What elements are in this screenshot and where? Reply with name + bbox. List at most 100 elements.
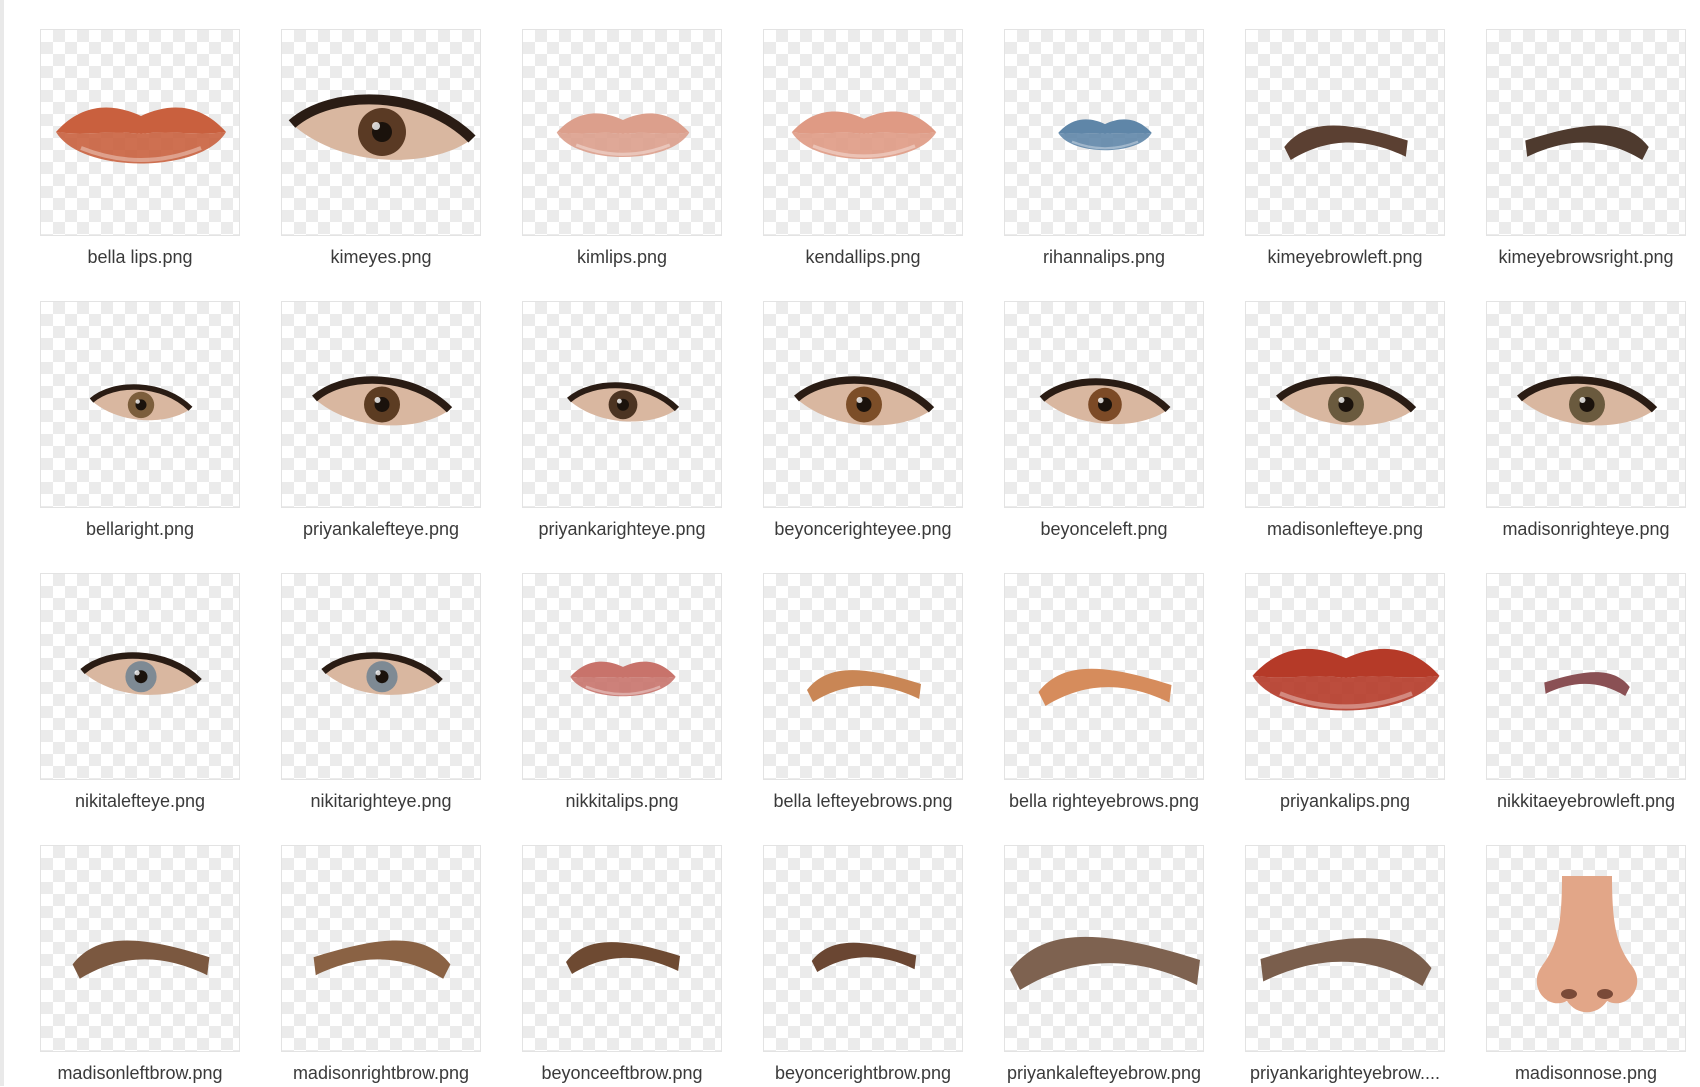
file-tile[interactable]: nikkitalips.png [486, 544, 727, 815]
file-thumbnail[interactable] [522, 29, 722, 236]
file-name[interactable]: bella lefteyebrows.png [773, 791, 953, 811]
file-thumbnail[interactable] [40, 845, 240, 1052]
file-thumbnail[interactable] [281, 573, 481, 780]
file-tile[interactable]: bella righteyebrows.png [968, 544, 1209, 815]
file-tile[interactable]: priyankarighteye.png [486, 272, 727, 543]
file-thumbnail[interactable] [281, 845, 481, 1052]
file-tile[interactable]: madisonrightbrow.png [245, 816, 486, 1087]
file-thumbnail[interactable] [1004, 29, 1204, 236]
file-thumbnail[interactable] [1245, 573, 1445, 780]
file-tile[interactable]: priyankalefteye.png [245, 272, 486, 543]
file-thumbnail[interactable] [1486, 301, 1686, 508]
file-thumbnail[interactable] [40, 29, 240, 236]
eye-icon [80, 652, 202, 695]
file-thumbnail[interactable] [763, 573, 963, 780]
file-tile[interactable]: nikkitaeyebrowleft.png [1450, 544, 1691, 815]
file-tile[interactable]: bellaright.png [4, 272, 245, 543]
file-name[interactable]: bella lips.png [87, 247, 193, 267]
file-tile[interactable]: beyonceleft.png [968, 272, 1209, 543]
file-tile[interactable]: kimlips.png [486, 0, 727, 271]
file-thumbnail[interactable] [1245, 301, 1445, 508]
file-tile[interactable]: bella lefteyebrows.png [727, 544, 968, 815]
file-tile[interactable]: madisonleftbrow.png [4, 816, 245, 1087]
file-tile[interactable]: priyankarighteyebrow.... [1209, 816, 1450, 1087]
file-tile[interactable]: kimeyes.png [245, 0, 486, 271]
file-name[interactable]: nikkitalips.png [565, 791, 679, 811]
eyebrow-icon [1260, 938, 1432, 986]
file-thumbnail[interactable] [763, 845, 963, 1052]
eyebrow-icon [313, 940, 451, 979]
file-name[interactable]: priyankarighteyebrow.... [1249, 1063, 1441, 1083]
eyebrow-icon [1038, 668, 1172, 706]
file-thumbnail[interactable] [1486, 573, 1686, 780]
file-name[interactable]: kimeyes.png [330, 247, 432, 267]
file-thumbnail[interactable] [522, 573, 722, 780]
file-name[interactable]: beyoncerightbrow.png [774, 1063, 952, 1083]
file-name[interactable]: madisonrighteye.png [1502, 519, 1670, 539]
file-thumbnail[interactable] [1004, 845, 1204, 1052]
eye-icon [89, 384, 193, 421]
file-tile[interactable]: beyonceeftbrow.png [486, 816, 727, 1087]
file-name[interactable]: kimeyebrowleft.png [1267, 247, 1423, 267]
file-thumbnail[interactable] [522, 845, 722, 1052]
file-tile[interactable]: kendallips.png [727, 0, 968, 271]
file-tile[interactable]: kimeyebrowleft.png [1209, 0, 1450, 271]
file-tile[interactable]: madisonrighteye.png [1450, 272, 1691, 543]
file-thumbnail[interactable] [1004, 301, 1204, 508]
file-name[interactable]: nikitalefteye.png [74, 791, 206, 811]
file-name[interactable]: priyankalips.png [1279, 791, 1411, 811]
eye-icon [1276, 376, 1417, 426]
file-name[interactable]: kimeyebrowsright.png [1498, 247, 1674, 267]
eye-icon [794, 376, 935, 426]
file-tile[interactable]: priyankalefteyebrow.png [968, 816, 1209, 1087]
file-name[interactable]: madisonlefteye.png [1266, 519, 1424, 539]
file-name[interactable]: madisonleftbrow.png [57, 1063, 223, 1083]
file-thumbnail[interactable] [1004, 573, 1204, 780]
file-tile[interactable]: nikitarighteye.png [245, 544, 486, 815]
eye-icon [1517, 376, 1658, 426]
file-thumbnail[interactable] [40, 573, 240, 780]
file-name[interactable]: madisonnose.png [1514, 1063, 1658, 1083]
file-name[interactable]: beyoncerighteyee.png [774, 519, 952, 539]
file-name[interactable]: nikkitaeyebrowleft.png [1496, 791, 1676, 811]
file-name[interactable]: priyankalefteyebrow.png [1006, 1063, 1202, 1083]
lips-icon [1252, 648, 1440, 711]
file-name[interactable]: priyankarighteye.png [538, 519, 706, 539]
eyebrow-icon [72, 940, 210, 979]
file-name[interactable]: nikitarighteye.png [310, 791, 452, 811]
file-thumbnail[interactable] [281, 29, 481, 236]
file-name[interactable]: kimlips.png [576, 247, 668, 267]
file-name[interactable]: bellaright.png [85, 519, 195, 539]
file-thumbnail[interactable] [1486, 29, 1686, 236]
file-tile[interactable]: madisonnose.png [1450, 816, 1691, 1087]
file-thumbnail[interactable] [1245, 845, 1445, 1052]
file-tile[interactable]: priyankalips.png [1209, 544, 1450, 815]
file-name[interactable]: beyonceeftbrow.png [541, 1063, 703, 1083]
file-thumbnail[interactable] [40, 301, 240, 508]
file-thumbnail[interactable] [1486, 845, 1686, 1052]
eyebrow-icon [811, 942, 917, 972]
file-tile[interactable]: nikitalefteye.png [4, 544, 245, 815]
file-thumbnail[interactable] [281, 301, 481, 508]
eye-icon [288, 94, 476, 160]
file-name[interactable]: priyankalefteye.png [302, 519, 460, 539]
file-name[interactable]: madisonrightbrow.png [292, 1063, 470, 1083]
eye-icon [321, 652, 443, 695]
lips-icon [791, 111, 937, 160]
file-tile[interactable]: kimeyebrowsright.png [1450, 0, 1691, 271]
file-name[interactable]: rihannalips.png [1042, 247, 1166, 267]
file-tile[interactable]: bella lips.png [4, 0, 245, 271]
file-name[interactable]: kendallips.png [805, 247, 921, 267]
file-tile[interactable]: madisonlefteye.png [1209, 272, 1450, 543]
file-tile[interactable]: beyoncerightbrow.png [727, 816, 968, 1087]
file-thumbnail[interactable] [1245, 29, 1445, 236]
eyebrow-icon [1010, 936, 1200, 990]
file-thumbnail[interactable] [763, 301, 963, 508]
file-name[interactable]: bella righteyebrows.png [1008, 791, 1200, 811]
file-tile[interactable]: beyoncerighteyee.png [727, 272, 968, 543]
file-name[interactable]: beyonceleft.png [1040, 519, 1168, 539]
file-thumbnail[interactable] [522, 301, 722, 508]
file-thumbnail[interactable] [763, 29, 963, 236]
file-tile[interactable]: rihannalips.png [968, 0, 1209, 271]
